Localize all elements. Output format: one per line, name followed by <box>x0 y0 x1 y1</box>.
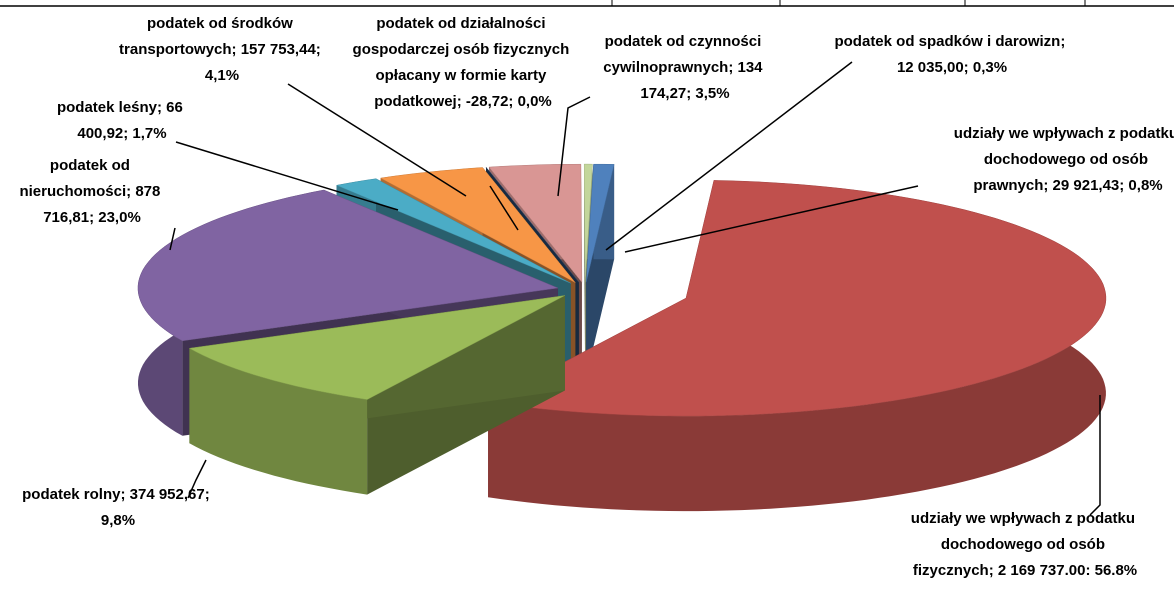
leader-line <box>624 185 919 253</box>
leader-line <box>287 83 467 197</box>
data-label-line: podatkowej; -28,72; 0,0% <box>374 93 552 110</box>
data-label-line: 174,27; 3,5% <box>640 85 729 102</box>
data-label-line: podatek od działalności <box>376 15 549 32</box>
slice <box>585 163 615 378</box>
data-label-line: podatek od środków <box>147 15 297 32</box>
leader-line <box>175 141 399 211</box>
data-label: podatek od spadków i darowizn; 12 035,00… <box>834 33 1069 76</box>
leader-line <box>489 185 519 231</box>
data-label: podatek od czynności cywilnoprawnych; 13… <box>603 33 766 102</box>
data-label: podatek leśny; 66 400,92; 1,7% <box>57 99 187 142</box>
data-label-line: podatek rolny; 374 952,67; <box>22 486 214 503</box>
slice-top <box>487 180 1107 417</box>
slice-wall <box>189 348 368 495</box>
data-label-line: 9,8% <box>101 512 135 529</box>
data-label-line: podatek od spadków i darowizn; <box>834 33 1069 50</box>
labels: udziały we wpływach z podatku dochodoweg… <box>19 15 1174 579</box>
data-label-line: 716,81; 23,0% <box>43 209 141 226</box>
data-label-line: dochodowego od osób <box>984 151 1152 168</box>
data-label-line: podatek od czynności <box>605 33 766 50</box>
data-label-line: gospodarczej osób fizycznych <box>353 41 574 58</box>
data-label-line: dochodowego od osób <box>941 536 1109 553</box>
data-label-line: prawnych; 29 921,43; 0,8% <box>973 177 1162 194</box>
data-label-line: udziały we wpływach z podatku <box>954 125 1174 142</box>
data-label-line: nieruchomości; 878 <box>19 183 164 200</box>
leader-line <box>187 459 207 499</box>
pie <box>137 163 1107 512</box>
data-label: podatek od nieruchomości; 878 716,81; 23… <box>19 157 164 226</box>
data-label: podatek rolny; 374 952,67; 9,8% <box>22 486 214 529</box>
data-label-line: 4,1% <box>205 67 239 84</box>
data-label: udziały we wpływach z podatku dochodoweg… <box>954 125 1174 194</box>
slice-top <box>379 167 576 283</box>
data-label-line: 12 035,00; 0,3% <box>897 59 1007 76</box>
slice-top <box>583 163 593 283</box>
data-label-line: fizycznych; 2 169 737.00: 56.8% <box>913 562 1137 579</box>
data-label-line: podatek od <box>50 157 134 174</box>
slice-top <box>137 189 559 342</box>
slice-top <box>188 295 566 400</box>
data-label: podatek od działalności gospodarczej osó… <box>353 15 574 110</box>
leader-line <box>169 227 176 251</box>
data-label-line: udziały we wpływach z podatku <box>911 510 1139 527</box>
leader-line <box>1089 395 1101 516</box>
data-label-line: 400,92; 1,7% <box>77 125 166 142</box>
leader-line <box>557 96 591 197</box>
slice <box>487 180 1107 512</box>
slice-top <box>585 163 615 283</box>
data-label-line: opłacany w formie karty <box>375 67 550 84</box>
slice-top <box>335 178 571 284</box>
slice-top <box>485 167 579 283</box>
data-label-line: podatek leśny; 66 <box>57 99 187 116</box>
data-label-line: cywilnoprawnych; 134 <box>603 59 766 76</box>
data-label: podatek od środków transportowych; 157 7… <box>119 15 325 84</box>
leader-line <box>605 61 853 251</box>
slice <box>188 295 566 495</box>
data-label-line: transportowych; 157 753,44; <box>119 41 325 58</box>
data-label: udziały we wpływach z podatku dochodoweg… <box>911 510 1139 579</box>
